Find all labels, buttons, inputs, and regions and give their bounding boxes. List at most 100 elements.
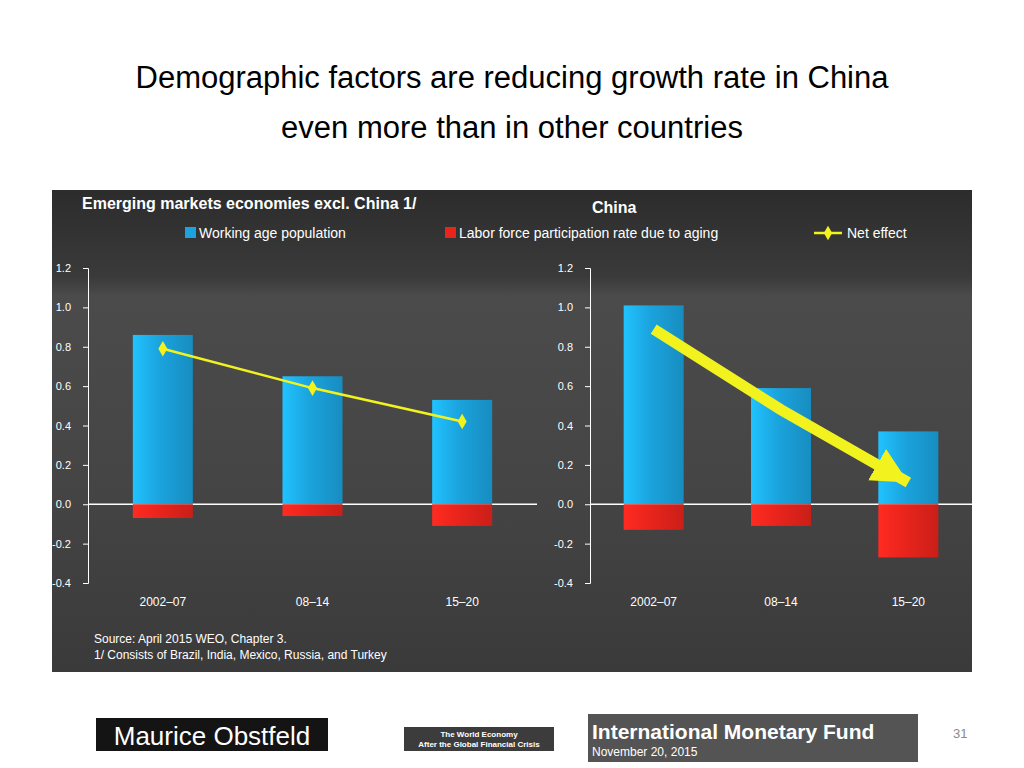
- y-tick-mark: [83, 465, 88, 466]
- legend-item: Labor force participation rate due to ag…: [445, 225, 718, 241]
- legend-swatch: [185, 227, 196, 238]
- y-tick: 0.4: [558, 420, 590, 432]
- net-effect-marker: [458, 414, 467, 430]
- y-tick-mark: [585, 504, 590, 505]
- net-effect-marker: [158, 341, 167, 357]
- page-number: 31: [953, 726, 967, 741]
- chart: Emerging markets economies excl. China 1…: [52, 195, 537, 609]
- y-tick-mark: [585, 426, 590, 427]
- y-tick: 0.2: [56, 459, 88, 471]
- x-tick: 15–20: [445, 583, 479, 609]
- venue: International Monetary Fund: [592, 720, 874, 743]
- y-tick-mark: [585, 268, 590, 269]
- y-tick: 0.4: [56, 420, 88, 432]
- slide-title: Demographic factors are reducing growth …: [136, 60, 890, 95]
- y-tick: 0.6: [56, 380, 88, 392]
- legend-label: Net effect: [847, 225, 907, 241]
- legend-item: Working age population: [185, 225, 346, 241]
- source-note: 1/ Consists of Brazil, India, Mexico, Ru…: [94, 648, 387, 662]
- source-note: Source: April 2015 WEO, Chapter 3.: [94, 632, 287, 646]
- slide: Demographic factors are reducing growth …: [0, 0, 1024, 768]
- y-tick-mark: [585, 386, 590, 387]
- x-axis: 2002–07 08–14 15–20: [139, 583, 479, 609]
- net-effect-line: [654, 329, 909, 483]
- bar: [878, 504, 938, 557]
- y-tick-mark: [83, 583, 88, 584]
- plot-marks: [624, 305, 939, 557]
- chart-panel: [52, 190, 972, 672]
- x-tick: 2002–07: [139, 583, 186, 609]
- y-tick: 0.8: [558, 341, 590, 353]
- y-tick-mark: [83, 268, 88, 269]
- bar: [133, 504, 193, 518]
- legend-swatch: [824, 226, 832, 240]
- y-tick: 0.2: [558, 459, 590, 471]
- x-tick-label: 15–20: [892, 595, 926, 609]
- x-tick: 08–14: [764, 583, 798, 609]
- x-tick-label: 2002–07: [630, 595, 677, 609]
- y-tick-mark: [83, 504, 88, 505]
- y-tick: -0.4: [52, 577, 88, 589]
- chart: China 1.2 1.0 0.8 0.6 0.4 0.2 0.0 -0.2 -0.4 2002–0…: [554, 199, 972, 609]
- x-tick: 2002–07: [630, 583, 677, 609]
- y-tick: -0.2: [554, 538, 590, 550]
- venue-box: [588, 714, 918, 762]
- y-tick-label: 0.6: [56, 380, 71, 392]
- y-tick-label: -0.2: [52, 538, 71, 550]
- bar: [432, 504, 492, 526]
- y-axis-line: [585, 269, 591, 584]
- date: November 20, 2015: [592, 745, 698, 759]
- x-tick: 15–20: [892, 583, 926, 609]
- y-tick: -0.2: [52, 538, 88, 550]
- bar: [283, 504, 343, 516]
- bar: [751, 504, 811, 526]
- y-axis: 1.2 1.0 0.8 0.6 0.4 0.2 0.0 -0.2 -0.4: [52, 262, 88, 589]
- y-tick: -0.4: [554, 577, 590, 589]
- y-tick-label: 0.4: [558, 420, 573, 432]
- x-tick-label: 15–20: [445, 595, 479, 609]
- x-tick-label: 2002–07: [139, 595, 186, 609]
- y-tick: 1.2: [558, 262, 590, 274]
- y-tick-mark: [585, 583, 590, 584]
- y-tick-label: 0.2: [558, 459, 573, 471]
- y-tick-label: 1.0: [56, 301, 71, 313]
- plot-marks: [133, 335, 492, 526]
- chart-title: China: [592, 199, 637, 216]
- y-tick-mark: [585, 465, 590, 466]
- y-tick-label: 0.4: [56, 420, 71, 432]
- y-tick-label: -0.2: [554, 538, 573, 550]
- y-tick-label: 0.8: [558, 341, 573, 353]
- author-box: [96, 718, 328, 751]
- legend-label: Working age population: [199, 225, 346, 241]
- y-tick-mark: [585, 307, 590, 308]
- x-axis: 2002–07 08–14 15–20: [630, 583, 925, 609]
- y-tick: 1.0: [558, 301, 590, 313]
- y-tick-label: -0.4: [52, 577, 71, 589]
- y-tick: 0.0: [558, 498, 590, 510]
- course-title: After the Global Financial Crisis: [418, 740, 540, 749]
- slide-title: even more than in other countries: [281, 110, 743, 145]
- y-tick-label: 0.6: [558, 380, 573, 392]
- course-title: The World Economy: [440, 730, 518, 739]
- y-tick: 0.0: [56, 498, 88, 510]
- bar: [133, 335, 193, 504]
- y-tick-label: 1.2: [56, 262, 71, 274]
- y-tick-mark: [585, 347, 590, 348]
- y-tick-mark: [83, 544, 88, 545]
- y-tick-label: 0.8: [56, 341, 71, 353]
- y-tick-label: 1.2: [558, 262, 573, 274]
- y-axis: 1.2 1.0 0.8 0.6 0.4 0.2 0.0 -0.2 -0.4: [554, 262, 590, 589]
- legend-swatch: [445, 227, 456, 238]
- y-tick-label: -0.4: [554, 577, 573, 589]
- course-box: [404, 727, 554, 751]
- y-tick-mark: [83, 386, 88, 387]
- y-tick-label: 0.2: [56, 459, 71, 471]
- net-effect-marker: [308, 380, 317, 396]
- y-tick-label: 1.0: [558, 301, 573, 313]
- y-tick-mark: [83, 347, 88, 348]
- y-tick-label: 0.0: [558, 498, 573, 510]
- bar: [624, 504, 684, 530]
- legend-label: Labor force participation rate due to ag…: [459, 225, 718, 241]
- x-tick-label: 08–14: [296, 595, 330, 609]
- bar: [432, 400, 492, 504]
